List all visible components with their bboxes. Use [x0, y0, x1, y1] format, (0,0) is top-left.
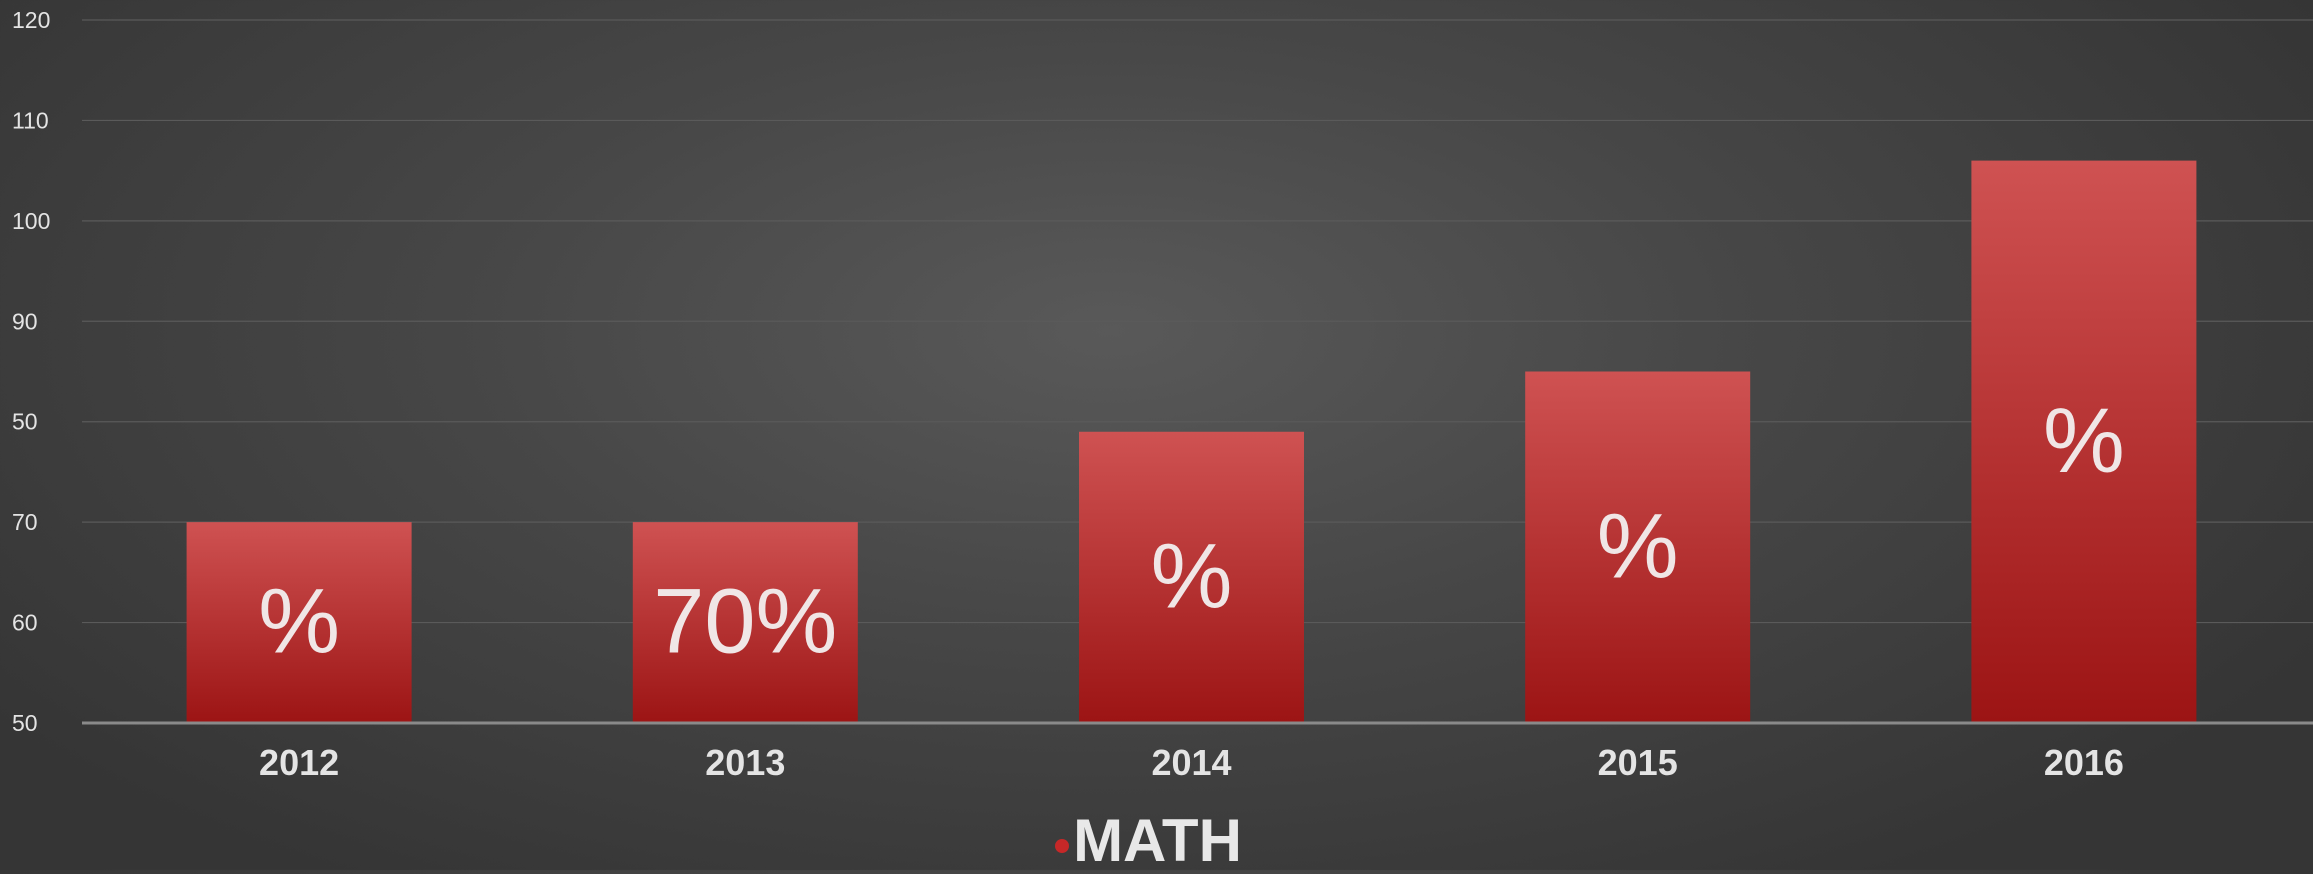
bars: % 70%%%% — [186, 160, 2197, 724]
x-tick-label: 2014 — [1151, 742, 1231, 783]
y-tick-label: 120 — [12, 7, 50, 33]
y-tick-label: 110 — [12, 107, 49, 133]
data-label: % — [1151, 525, 1233, 627]
y-tick-label: 50 — [12, 710, 38, 736]
y-tick-label: 50 — [12, 409, 38, 435]
legend: MATH — [0, 807, 2305, 874]
x-tick-label: 2012 — [259, 742, 339, 783]
data-label: % — [2043, 390, 2125, 492]
bar-2014 — [1079, 431, 1304, 723]
y-tick-label: 100 — [12, 208, 50, 234]
x-tick-label: 2013 — [705, 742, 785, 783]
bar-2015 — [1525, 371, 1751, 723]
bar-2016 — [1971, 160, 2197, 724]
legend-marker — [1055, 839, 1070, 853]
y-tick-label: 60 — [12, 610, 38, 636]
x-tick-label: 2016 — [2044, 742, 2124, 783]
gridlines — [82, 19, 2313, 624]
bar-2013 — [632, 522, 858, 723]
axes: 50 60 70 50 90 100 110 120 2012 2013 2014 2015 2016 — [12, 7, 2313, 783]
data-label: % — [258, 571, 340, 673]
y-tick-label: 90 — [12, 308, 38, 334]
data-label: % — [1597, 495, 1679, 597]
y-tick-label: 70 — [12, 509, 38, 535]
x-tick-label: 2015 — [1598, 742, 1678, 783]
data-label: 70% — [653, 571, 837, 673]
legend-label: MATH — [1073, 807, 1242, 874]
bar-2012 — [186, 522, 412, 723]
